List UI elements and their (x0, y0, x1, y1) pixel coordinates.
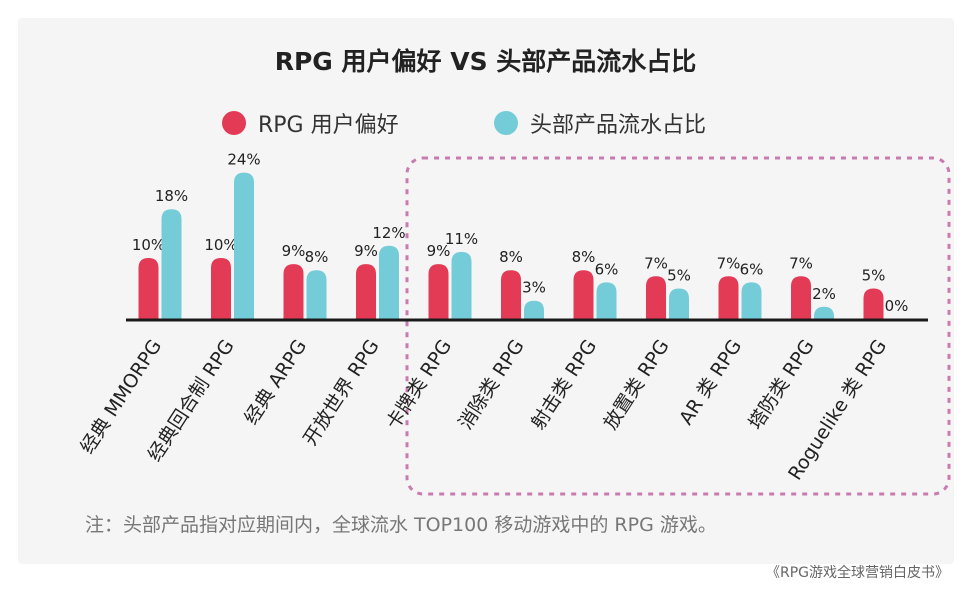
bar-user-pref-6 (573, 270, 594, 319)
value-label-user-pref-9: 7% (789, 254, 813, 272)
footnote: 注：头部产品指对应期间内，全球流水 TOP100 移动游戏中的 RPG 游戏。 (85, 514, 717, 536)
category-label-6: 射击类 RPG (527, 336, 601, 434)
value-label-revenue-share-7: 5% (667, 267, 691, 285)
value-label-user-pref-4: 9% (427, 242, 451, 260)
value-label-user-pref-5: 8% (499, 248, 523, 266)
category-label-9: 塔防类 RPG (744, 336, 818, 434)
value-label-revenue-share-1: 24% (227, 151, 260, 169)
bar-user-pref-8 (718, 276, 739, 319)
category-label-5: 消除类 RPG (454, 336, 528, 434)
bar-user-pref-7 (646, 276, 666, 319)
category-label-2: 经典 ARPG (240, 336, 311, 429)
legend-label-revenue-share: 头部产品流水占比 (530, 113, 707, 138)
value-label-revenue-share-6: 6% (595, 260, 619, 278)
bar-user-pref-3 (356, 264, 376, 319)
value-label-revenue-share-5: 3% (522, 279, 546, 297)
value-label-revenue-share-9: 2% (812, 285, 836, 303)
category-label-8: AR 类 RPG (675, 336, 746, 429)
value-label-user-pref-8: 7% (717, 254, 741, 272)
bar-revenue-share-2 (306, 270, 327, 319)
value-label-user-pref-2: 9% (282, 242, 306, 260)
bar-revenue-share-7 (669, 288, 689, 319)
legend-item-user-pref: RPG 用户偏好 (222, 108, 399, 138)
bar-revenue-share-4 (451, 251, 472, 319)
value-label-user-pref-7: 7% (644, 254, 668, 272)
legend-dot-icon-revenue-share (494, 111, 518, 135)
category-label-4: 卡牌类 RPG (382, 336, 456, 434)
value-label-revenue-share-2: 8% (305, 248, 329, 266)
source-citation: 《RPG游戏全球营销白皮书》 (765, 565, 949, 581)
bar-revenue-share-6 (596, 282, 617, 319)
bar-revenue-share-8 (741, 282, 762, 319)
highlight-box (405, 156, 951, 496)
bar-user-pref-10 (863, 288, 884, 319)
bar-revenue-share-5 (524, 300, 544, 319)
chart-title: RPG 用户偏好 VS 头部产品流水占比 (274, 47, 697, 76)
bar-user-pref-5 (501, 270, 521, 319)
bar-revenue-share-0 (161, 209, 182, 319)
legend-dot-icon-user-pref (222, 111, 246, 135)
value-label-revenue-share-8: 6% (740, 260, 764, 278)
bar-revenue-share-3 (379, 245, 399, 319)
value-label-user-pref-0: 10% (132, 236, 165, 254)
value-label-user-pref-1: 10% (204, 236, 237, 254)
value-label-revenue-share-4: 11% (445, 230, 478, 248)
bar-revenue-share-9 (814, 306, 834, 319)
legend-label-user-pref: RPG 用户偏好 (258, 113, 399, 138)
value-label-user-pref-6: 8% (572, 248, 596, 266)
value-label-user-pref-3: 9% (354, 242, 378, 260)
value-label-revenue-share-3: 12% (372, 224, 405, 242)
legend-item-revenue-share: 头部产品流水占比 (494, 108, 706, 138)
value-label-revenue-share-10: 0% (885, 297, 909, 315)
bar-revenue-share-1 (234, 172, 254, 319)
category-label-3: 开放世界 RPG (299, 336, 384, 450)
value-label-revenue-share-0: 18% (155, 187, 188, 205)
bar-user-pref-4 (428, 264, 449, 319)
bar-user-pref-0 (138, 258, 159, 319)
category-label-7: 放置类 RPG (599, 336, 673, 434)
bar-user-pref-2 (283, 264, 304, 319)
bar-user-pref-9 (791, 276, 811, 319)
value-label-user-pref-10: 5% (862, 267, 886, 285)
bar-user-pref-1 (211, 258, 231, 319)
